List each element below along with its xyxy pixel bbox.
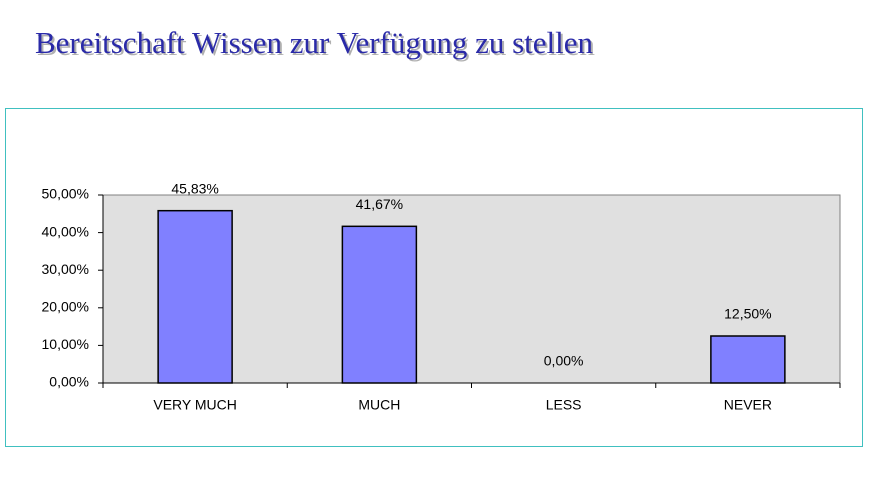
value-label: 12,50% <box>724 306 771 322</box>
value-label: 45,83% <box>171 180 218 196</box>
y-tick-label: 40,00% <box>42 223 89 239</box>
value-label: 0,00% <box>544 353 584 369</box>
x-tick-label: MUCH <box>358 397 400 413</box>
x-tick-label: VERY MUCH <box>153 397 237 413</box>
y-tick-label: 0,00% <box>49 374 89 390</box>
x-tick-label: NEVER <box>724 397 772 413</box>
bar <box>157 209 233 384</box>
bar <box>341 225 418 384</box>
bar <box>710 335 786 384</box>
y-tick-label: 30,00% <box>42 261 89 277</box>
chart-title-shadow: Bereitschaft Wissen zur Verfügung zu ste… <box>37 27 596 62</box>
chart-frame <box>5 108 863 447</box>
x-tick-label: LESS <box>546 397 582 413</box>
value-label: 41,67% <box>356 196 403 212</box>
y-tick-label: 50,00% <box>42 186 89 202</box>
y-tick-label: 10,00% <box>42 336 89 352</box>
y-tick-label: 20,00% <box>42 299 89 315</box>
chart-title: Bereitschaft Wissen zur Verfügung zu ste… <box>35 25 594 60</box>
